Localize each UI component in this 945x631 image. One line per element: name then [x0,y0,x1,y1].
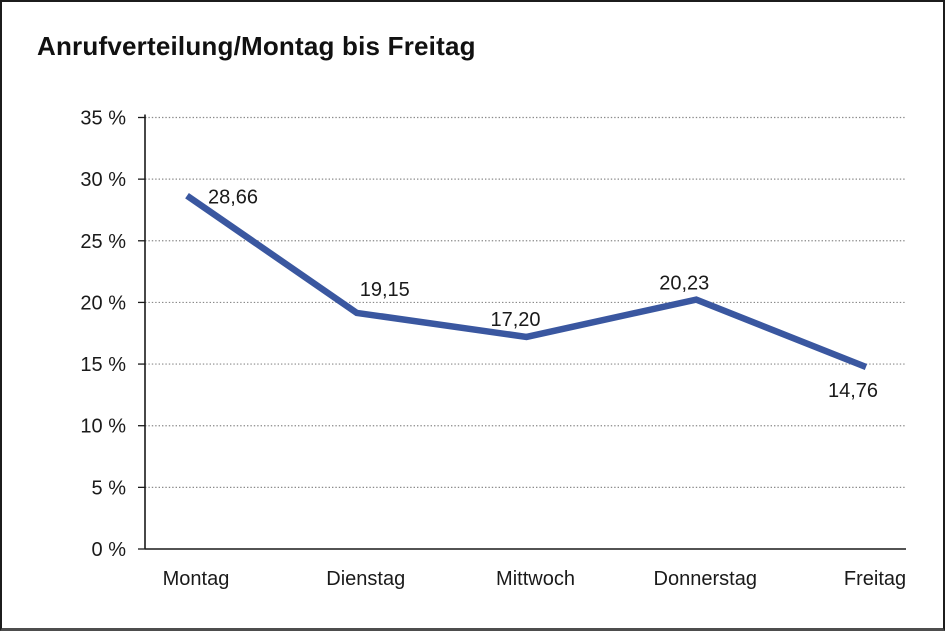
data-point-label: 19,15 [360,279,410,301]
data-series-line [185,192,868,371]
y-axis-tick-label: 25 % [80,231,126,253]
y-axis-tick-label: 20 % [80,292,126,314]
data-point-label: 17,20 [490,309,540,331]
y-axis-tick-label: 15 % [80,354,126,376]
data-point-label: 14,76 [828,380,878,402]
data-point-label: 20,23 [659,273,709,295]
y-axis-tick-label: 35 % [80,108,126,130]
x-axis-category-label: Mittwoch [496,568,575,590]
y-axis-tick-label: 0 % [92,539,127,561]
y-axis-tick-label: 30 % [80,169,126,191]
x-axis-category-label: Freitag [844,568,906,590]
x-axis-category-label: Dienstag [326,568,405,590]
x-axis-category-label: Donnerstag [654,568,757,590]
y-axis-tick-label: 10 % [80,416,126,438]
x-axis-category-label: Montag [163,568,230,590]
y-axis-tick-label: 5 % [92,477,127,499]
chart-title: Anrufverteilung/Montag bis Freitag [37,31,476,61]
data-point-label: 28,66 [208,187,258,209]
